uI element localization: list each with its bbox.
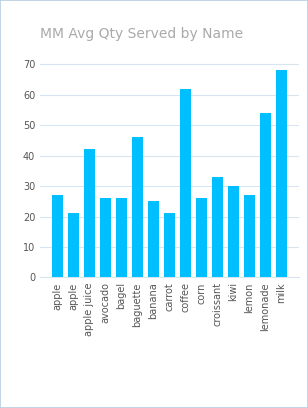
Bar	[212, 177, 223, 277]
Bar	[260, 113, 271, 277]
Bar	[228, 186, 239, 277]
Text: MM Avg Qty Served by Name: MM Avg Qty Served by Name	[40, 27, 243, 41]
Bar	[196, 198, 207, 277]
Bar	[116, 198, 127, 277]
Bar	[244, 195, 255, 277]
Bar	[100, 198, 111, 277]
Bar	[52, 195, 63, 277]
Bar	[68, 213, 79, 277]
Bar	[148, 201, 159, 277]
Bar	[164, 213, 175, 277]
Bar	[180, 89, 191, 277]
Bar	[84, 149, 95, 277]
Bar	[276, 70, 287, 277]
Bar	[132, 137, 143, 277]
